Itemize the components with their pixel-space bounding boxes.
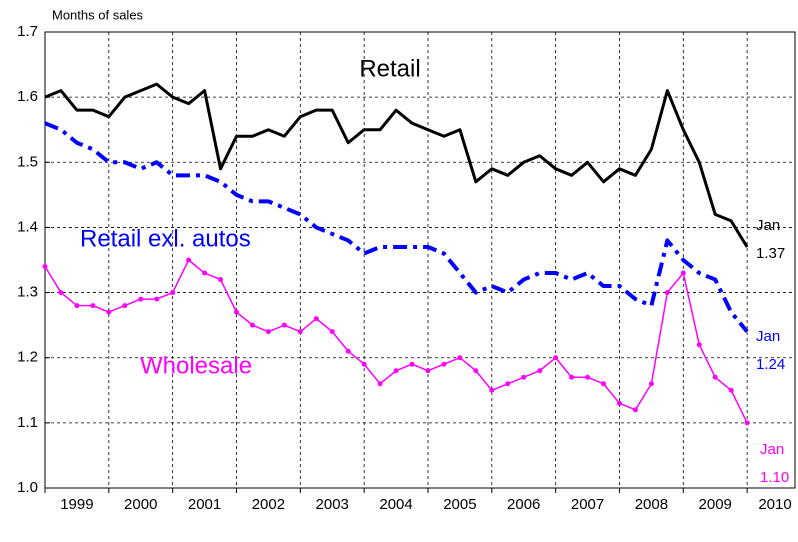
data-point bbox=[345, 348, 351, 354]
data-point bbox=[186, 257, 192, 263]
data-point bbox=[393, 368, 399, 374]
data-point bbox=[441, 361, 447, 367]
data-point bbox=[154, 296, 160, 302]
y-tick-label: 1.3 bbox=[17, 284, 38, 301]
data-point bbox=[249, 322, 255, 328]
plot-frame bbox=[44, 31, 796, 489]
data-point bbox=[297, 329, 303, 335]
x-tick-label: 2005 bbox=[443, 496, 476, 513]
data-point bbox=[712, 374, 718, 380]
data-point bbox=[601, 381, 607, 387]
x-tick-label: 2008 bbox=[635, 496, 668, 513]
end-value-label: 1.24 bbox=[756, 356, 785, 373]
y-tick-label: 1.0 bbox=[17, 479, 38, 496]
data-point bbox=[218, 277, 224, 283]
series-label: Retail exl. autos bbox=[80, 225, 251, 252]
data-point bbox=[585, 374, 591, 380]
y-tick-label: 1.6 bbox=[17, 88, 38, 105]
data-point bbox=[425, 368, 431, 374]
x-tick-label: 2002 bbox=[252, 496, 285, 513]
x-tick-label: 2009 bbox=[699, 496, 732, 513]
end-note: Jan bbox=[756, 328, 780, 345]
y-tick-label: 1.1 bbox=[17, 414, 38, 431]
data-point bbox=[106, 309, 112, 315]
data-point bbox=[170, 290, 176, 296]
data-point bbox=[616, 400, 622, 406]
data-point bbox=[473, 368, 479, 374]
series-label: Retail bbox=[359, 55, 420, 82]
data-point bbox=[505, 381, 511, 387]
x-tick-label: 2007 bbox=[571, 496, 604, 513]
data-point bbox=[728, 387, 734, 393]
data-point bbox=[265, 329, 271, 335]
x-tick-label: 2010 bbox=[758, 496, 791, 513]
data-point bbox=[202, 270, 208, 276]
data-point bbox=[58, 290, 64, 296]
data-point bbox=[329, 329, 335, 335]
series-line bbox=[44, 121, 749, 333]
y-axis-label: Months of sales bbox=[52, 7, 144, 22]
data-point bbox=[664, 290, 670, 296]
y-tick-label: 1.5 bbox=[17, 153, 38, 170]
data-point bbox=[281, 322, 287, 328]
data-point bbox=[313, 316, 319, 322]
y-tick-label: 1.7 bbox=[17, 23, 38, 40]
series-label: Wholesale bbox=[140, 352, 252, 379]
data-point bbox=[489, 387, 495, 393]
data-point bbox=[457, 355, 463, 361]
data-point bbox=[553, 355, 559, 361]
x-tick-label: 1999 bbox=[60, 496, 93, 513]
data-point bbox=[680, 270, 686, 276]
x-tick-label: 2000 bbox=[124, 496, 157, 513]
data-point bbox=[42, 264, 48, 270]
y-tick-label: 1.4 bbox=[17, 218, 38, 235]
data-point bbox=[409, 361, 415, 367]
data-point bbox=[537, 368, 543, 374]
data-point bbox=[569, 374, 575, 380]
data-point bbox=[74, 303, 80, 309]
data-point bbox=[377, 381, 383, 387]
data-point bbox=[361, 361, 367, 367]
data-point bbox=[744, 420, 750, 426]
end-value-label: 1.37 bbox=[756, 245, 785, 262]
series-line bbox=[44, 82, 749, 248]
data-point bbox=[521, 374, 527, 380]
end-value-label: 1.10 bbox=[760, 469, 789, 486]
data-point bbox=[138, 296, 144, 302]
data-point bbox=[122, 303, 128, 309]
y-tick-label: 1.2 bbox=[17, 349, 38, 366]
data-point bbox=[90, 303, 96, 309]
data-point bbox=[696, 342, 702, 348]
end-note: Jan bbox=[756, 217, 780, 234]
data-point bbox=[632, 407, 638, 413]
series-line bbox=[44, 259, 748, 424]
data-point bbox=[233, 309, 239, 315]
x-tick-label: 2004 bbox=[379, 496, 412, 513]
data-point bbox=[648, 381, 654, 387]
x-tick-label: 2001 bbox=[188, 496, 221, 513]
end-note: Jan bbox=[760, 441, 784, 458]
x-tick-label: 2003 bbox=[316, 496, 349, 513]
x-tick-label: 2006 bbox=[507, 496, 540, 513]
